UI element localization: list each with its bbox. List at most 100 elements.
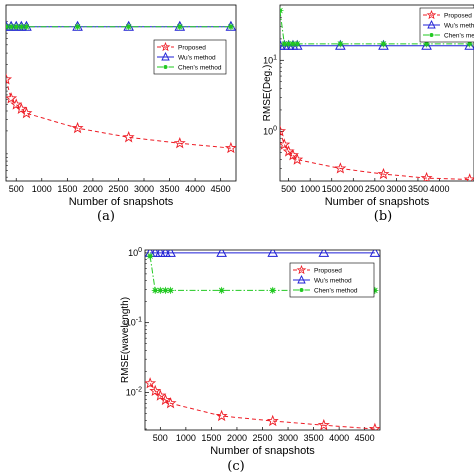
point-wu: [267, 250, 279, 257]
x-tick-label: 500: [281, 184, 296, 194]
point-spoke: [228, 23, 234, 30]
point-chen: [218, 286, 226, 294]
x-tick-label: 3000: [386, 184, 406, 194]
point-proposed: [164, 397, 177, 409]
point-spoke: [125, 23, 132, 30]
point-spoke: [6, 23, 9, 28]
point-proposed: [6, 92, 18, 104]
x-tick-label: 4000: [429, 184, 449, 194]
point-proposed: [71, 121, 84, 134]
legend-marker: [297, 274, 306, 284]
point-spoke: [280, 10, 283, 14]
point-spoke: [176, 23, 183, 30]
point-proposed: [266, 414, 279, 427]
x-tick-label: 4500: [355, 433, 375, 443]
legend-label: Proposed: [314, 268, 342, 275]
x-axis-label: Number of snapshots: [210, 445, 315, 457]
x-tick-label: 2500: [108, 184, 128, 194]
legend-label: Wu's method: [178, 55, 216, 62]
y-tick-label: 10-2: [126, 386, 142, 397]
y-axis-label: RMSE(wavelength): [120, 297, 131, 383]
point-proposed: [368, 422, 380, 430]
x-tick-label: 4000: [329, 433, 349, 443]
point-proposed: [280, 124, 287, 137]
point-wu: [10, 20, 22, 31]
point-wu: [421, 39, 432, 50]
point-proposed: [420, 171, 433, 181]
x-tick-label: 3000: [134, 184, 154, 194]
point-spoke: [13, 23, 20, 30]
plot-series: [6, 20, 236, 154]
x-tick-label: 4000: [185, 184, 205, 194]
point-chen: [227, 23, 235, 31]
point-proposed: [173, 137, 186, 149]
point-spoke: [162, 287, 169, 294]
point-proposed: [149, 384, 162, 397]
legend-marker: [426, 9, 437, 20]
point-proposed: [377, 167, 390, 180]
point-wu: [72, 20, 83, 31]
point-proposed: [291, 153, 304, 165]
legend-marker: [161, 51, 170, 61]
point-wu: [216, 250, 227, 257]
x-tick-label: 3500: [304, 433, 324, 443]
point-spoke: [294, 41, 301, 47]
x-tick-label: 1500: [322, 184, 342, 194]
point-chen: [7, 23, 15, 31]
legend: Proposed Wu's method Chen's method: [153, 39, 227, 75]
point-chen: [156, 286, 164, 294]
point-spoke: [23, 23, 30, 30]
point-proposed: [463, 173, 474, 181]
caption-a: (a): [97, 209, 115, 224]
point-wu: [160, 250, 171, 257]
point-chen: [336, 40, 344, 48]
point-spoke: [152, 287, 159, 294]
legend-marker: [427, 19, 436, 29]
legend-marker: [429, 33, 434, 37]
x-tick-label: 500: [9, 184, 24, 194]
x-tick-label: 500: [153, 433, 168, 443]
legend-label: Wu's method: [444, 23, 474, 30]
legend-label: Proposed: [178, 45, 206, 52]
point-proposed: [6, 73, 13, 85]
x-tick-label: 3000: [278, 433, 298, 443]
point-spoke: [280, 7, 283, 12]
panel-c: 500 1000 1500 2000 2500 3000 3500 4000 4500 10-2 1…: [120, 247, 381, 457]
point-spoke: [290, 41, 296, 47]
legend-label: Chen's method: [314, 288, 358, 295]
x-tick-label: 2500: [365, 184, 385, 194]
legend-marker: [160, 41, 171, 52]
point-chen: [176, 23, 184, 31]
point-chen: [289, 40, 297, 48]
point-spoke: [380, 41, 387, 47]
legend-marker: [296, 264, 307, 275]
point-proposed: [224, 141, 236, 154]
point-wu: [464, 39, 474, 50]
x-tick-label: 2000: [227, 433, 247, 443]
legend-marker: [163, 65, 168, 69]
point-spoke: [218, 287, 225, 294]
point-chen: [17, 23, 25, 31]
series-line-proposed: [149, 383, 375, 430]
x-tick-label: 1000: [300, 184, 320, 194]
point-wu: [174, 20, 186, 31]
point-proposed: [20, 106, 33, 119]
panel-b: 500 1000 1500 2000 2500 3000 3500 4000 100 101 Num…: [262, 4, 474, 208]
point-spoke: [6, 26, 9, 30]
x-tick-label: 1000: [176, 433, 196, 443]
legend-marker: [299, 288, 304, 292]
point-wu: [21, 20, 32, 31]
point-wu: [291, 39, 303, 50]
point-proposed: [317, 418, 330, 430]
point-proposed: [334, 162, 347, 174]
point-wu: [149, 250, 161, 257]
panel-a: 500 1000 1500 2000 2500 3000 3500 4000 4500 Numbe…: [5, 4, 237, 208]
point-chen: [285, 40, 293, 48]
point-wu: [154, 250, 166, 257]
point-proposed: [10, 98, 23, 110]
legend-label: Chen's method: [444, 33, 474, 40]
point-chen: [379, 40, 387, 48]
y-tick-label: 101: [263, 54, 277, 65]
caption-c: (c): [227, 459, 244, 474]
